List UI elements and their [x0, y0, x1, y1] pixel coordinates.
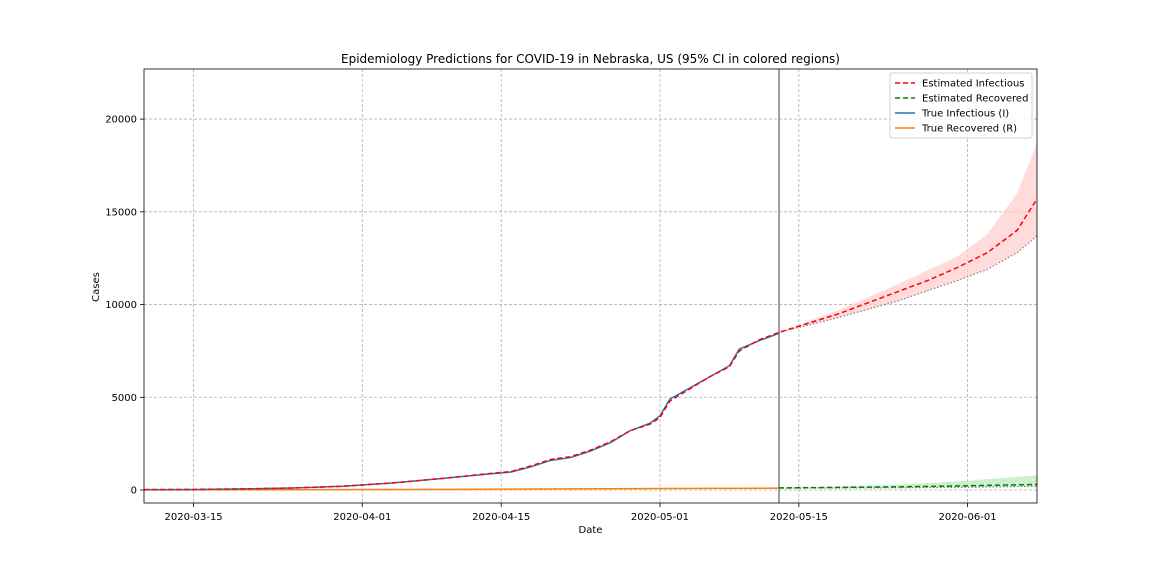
- y-axis-label: Cases: [91, 272, 102, 302]
- y-tick-label: 0: [131, 486, 137, 497]
- legend-box: [889, 72, 1033, 139]
- confidence-lower-bound: [778, 235, 1038, 333]
- series-line-estimated-infectious: [143, 198, 1038, 491]
- series-line-true-recovered-r: [143, 487, 780, 491]
- legend-label: Estimated Recovered: [922, 94, 1028, 105]
- legend-label: True Infectious (I): [921, 109, 1009, 120]
- x-tick-label: 2020-05-01: [631, 512, 689, 523]
- confidence-band: [779, 143, 1037, 333]
- x-tick-label: 2020-04-15: [472, 512, 530, 523]
- grid: [144, 69, 1037, 503]
- legend-label: Estimated Infectious: [922, 79, 1025, 90]
- x-tick-label: 2020-05-15: [770, 512, 828, 523]
- series-lines: [143, 198, 1038, 491]
- series-line-true-infectious-i: [143, 332, 780, 491]
- x-axis-ticks: 2020-03-15 2020-04-01 2020-04-15 2020-05-01…: [165, 503, 997, 523]
- x-tick-label: 2020-06-01: [938, 512, 996, 523]
- legend-label: True Recovered (R): [921, 124, 1017, 135]
- chart-title: Epidemiology Predictions for COVID-19 in…: [341, 52, 840, 66]
- x-tick-label: 2020-04-01: [333, 512, 391, 523]
- x-tick-label: 2020-03-15: [165, 512, 223, 523]
- legend: Estimated Infectious Estimated Recovered T…: [889, 72, 1033, 139]
- y-tick-label: 20000: [105, 115, 137, 126]
- y-tick-label: 5000: [112, 393, 137, 404]
- y-tick-label: 15000: [105, 207, 137, 218]
- confidence-regions: [778, 143, 1038, 489]
- x-axis-label: Date: [579, 525, 603, 536]
- y-axis-ticks: 0 5000 10000 15000 20000: [105, 115, 144, 497]
- y-tick-label: 10000: [105, 300, 137, 311]
- plot-area-frame: [143, 68, 1038, 504]
